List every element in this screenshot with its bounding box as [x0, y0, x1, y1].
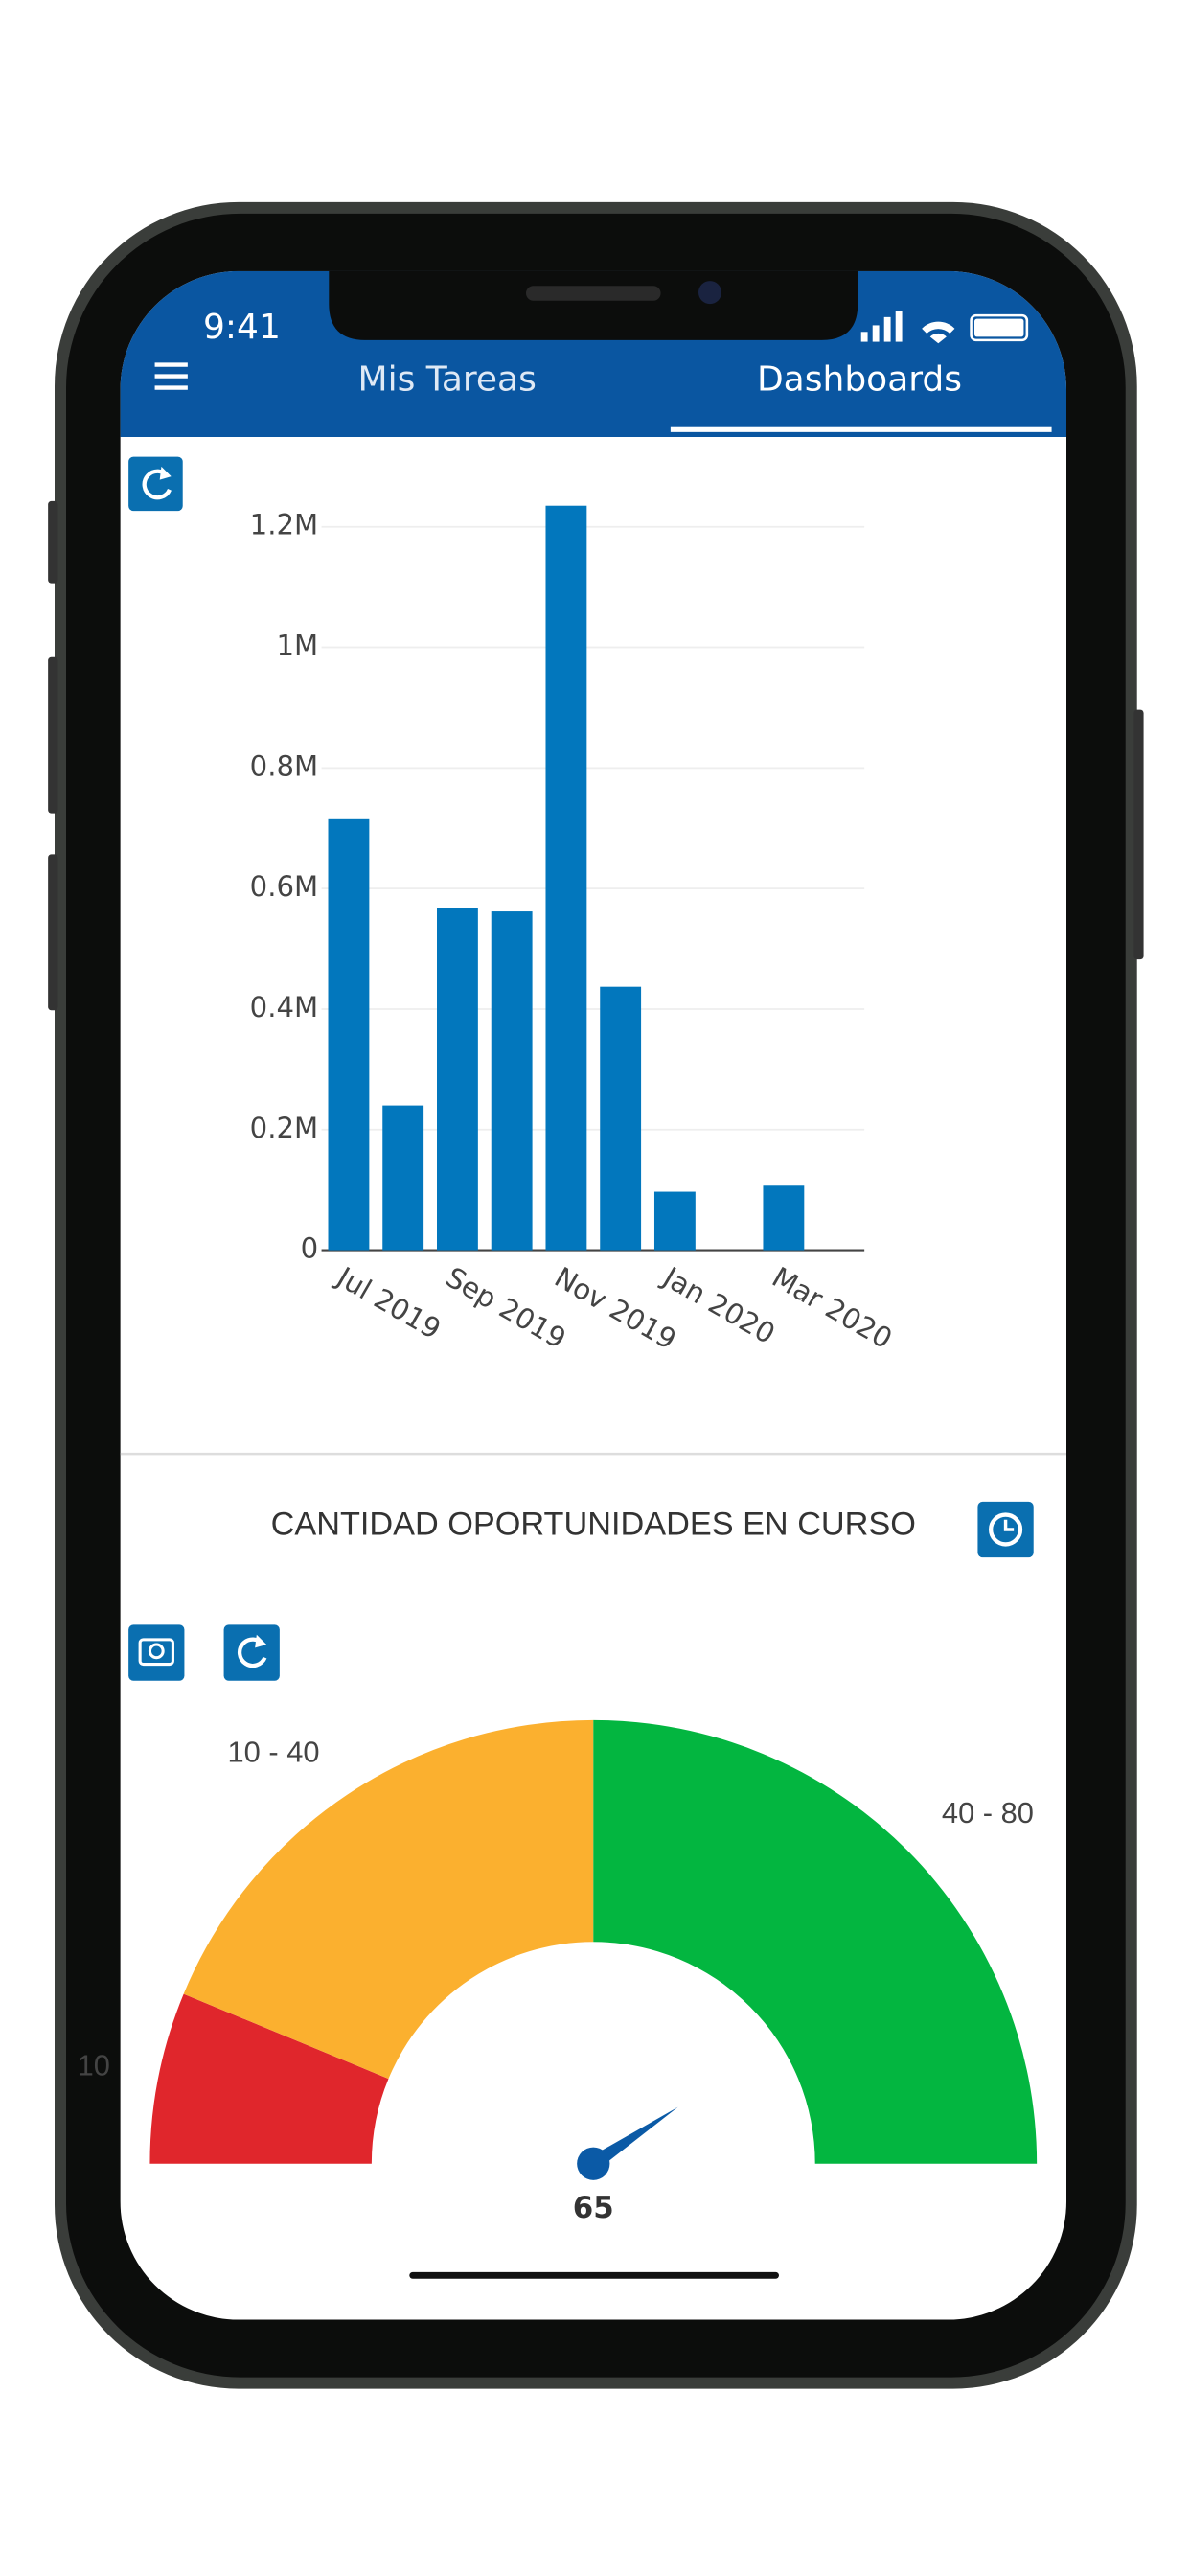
- y-tick-label: 0.2M: [250, 1112, 318, 1144]
- side-button: [48, 854, 58, 1011]
- gauge-band: [593, 1719, 1038, 2164]
- gauge-band: [149, 1993, 389, 2164]
- side-button: [48, 656, 58, 814]
- status-time: 9:41: [203, 308, 281, 347]
- bar: [545, 505, 587, 1251]
- y-tick-label: 1.2M: [250, 509, 318, 541]
- bar: [653, 1191, 696, 1251]
- gauge-band-label: 10: [78, 2049, 110, 2082]
- bar: [437, 908, 478, 1251]
- side-button: [1133, 709, 1144, 960]
- refresh-button[interactable]: [223, 1624, 280, 1681]
- gauge-band: [183, 1719, 594, 2080]
- y-tick-label: 0.4M: [250, 991, 318, 1024]
- gauge-title: CANTIDAD OPORTUNIDADES EN CURSO: [271, 1506, 916, 1543]
- gauge-value: 65: [573, 2191, 614, 2225]
- status-icons: [860, 310, 1029, 344]
- gauge-band-label: 10 - 40: [228, 1735, 320, 1768]
- bar: [491, 911, 533, 1251]
- needle-hub: [577, 2147, 610, 2180]
- history-button[interactable]: [977, 1501, 1034, 1558]
- bar: [328, 818, 370, 1251]
- home-indicator: [409, 2271, 779, 2279]
- y-tick-label: 0: [301, 1232, 319, 1265]
- y-tick-label: 1M: [276, 630, 318, 662]
- camera-button[interactable]: [128, 1624, 185, 1681]
- gauge-needle: [588, 2106, 678, 2171]
- tab[interactable]: Dashboards: [757, 360, 962, 400]
- gauge-band-label: 40 - 80: [942, 1796, 1034, 1829]
- tab[interactable]: Mis Tareas: [358, 360, 537, 400]
- refresh-button[interactable]: [128, 456, 183, 512]
- notch: [329, 270, 858, 340]
- y-tick-label: 0.6M: [250, 870, 318, 903]
- menu-icon[interactable]: [154, 362, 188, 390]
- bar: [600, 986, 642, 1251]
- y-tick-label: 0.8M: [250, 749, 318, 782]
- camera: [698, 281, 721, 305]
- speaker: [526, 286, 661, 301]
- bar: [763, 1185, 805, 1251]
- bar: [382, 1105, 424, 1251]
- tab-indicator: [670, 426, 1052, 432]
- side-button: [48, 500, 58, 584]
